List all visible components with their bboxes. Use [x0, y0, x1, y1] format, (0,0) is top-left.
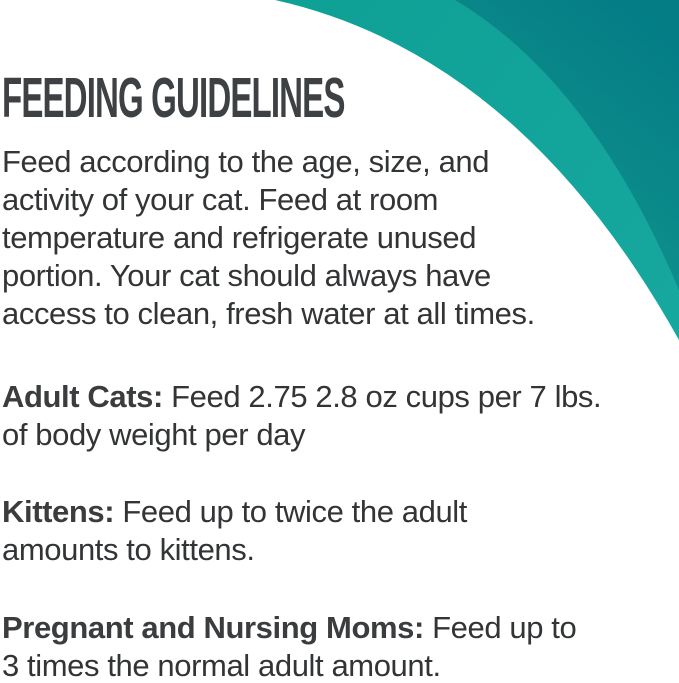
section-adult-cats-label: Adult Cats:: [2, 379, 163, 414]
section-pregnant-nursing: Pregnant and Nursing Moms: Feed up to 3 …: [2, 609, 652, 683]
page-title: FEEDING GUIDELINES: [2, 66, 345, 130]
intro-paragraph: Feed according to the age, size, and act…: [2, 144, 535, 331]
page-title-wrap: FEEDING GUIDELINES: [2, 70, 679, 127]
section-kittens-text: Feed up to twice the adult amounts to ki…: [2, 494, 468, 567]
section-pregnant-nursing-label: Pregnant and Nursing Moms:: [2, 610, 424, 645]
section-kittens: Kittens: Feed up to twice the adult amou…: [2, 493, 652, 569]
section-adult-cats-text: Feed 2.75 2.8 oz cups per 7 lbs. of body…: [2, 379, 602, 452]
section-kittens-label: Kittens:: [2, 494, 115, 529]
section-pregnant-nursing-text: Feed up to 3 times the normal adult amou…: [2, 610, 577, 683]
section-adult-cats: Adult Cats: Feed 2.75 2.8 oz cups per 7 …: [2, 378, 652, 454]
